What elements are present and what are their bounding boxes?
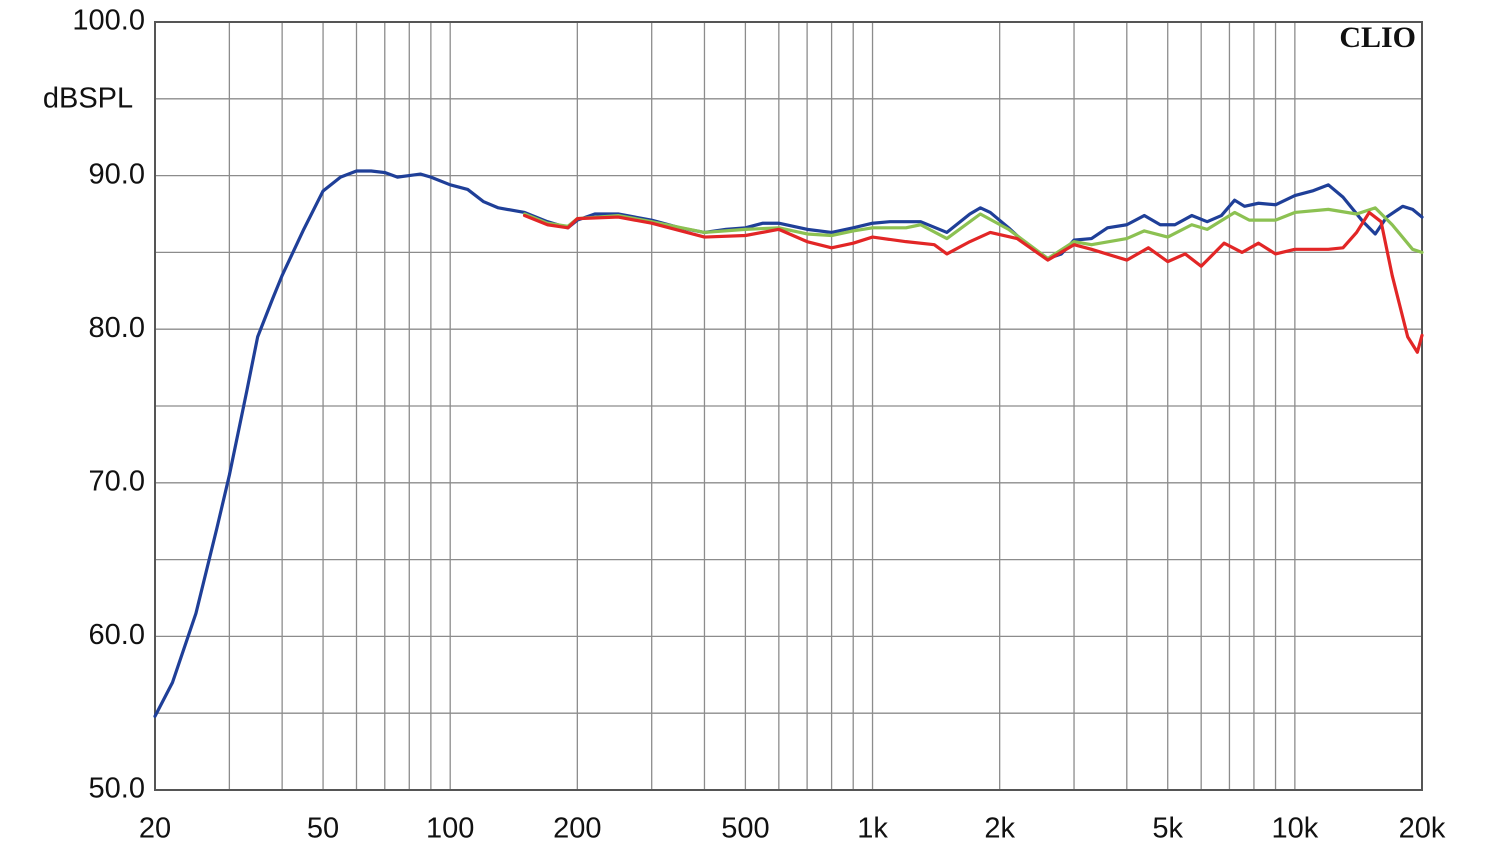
x-tick-label: 2k <box>984 813 1015 845</box>
y-tick-label: 50.0 <box>89 773 145 805</box>
x-tick-label: 20 <box>139 813 171 845</box>
series-line <box>522 210 1424 354</box>
x-tick-label: 50 <box>307 813 339 845</box>
x-tick-label: 10k <box>1271 813 1318 845</box>
x-tick-label: 100 <box>426 813 474 845</box>
plot-frame <box>154 21 1423 791</box>
series-line <box>153 169 1424 718</box>
y-tick-label: 80.0 <box>89 312 145 344</box>
x-tick-label: 5k <box>1152 813 1183 845</box>
x-tick-label: 500 <box>721 813 769 845</box>
annotation: CLIO <box>1339 21 1416 54</box>
x-tick-label: 200 <box>553 813 601 845</box>
y-axis-label: dBSPL <box>43 83 133 115</box>
y-tick-label: 60.0 <box>89 619 145 651</box>
y-tick-label: 100.0 <box>72 5 145 37</box>
y-tick-label: 70.0 <box>89 465 145 497</box>
y-tick-label: 90.0 <box>89 158 145 190</box>
x-tick-label: 20k <box>1399 813 1446 845</box>
x-tick-label: 1k <box>857 813 888 845</box>
series-line <box>522 206 1424 261</box>
